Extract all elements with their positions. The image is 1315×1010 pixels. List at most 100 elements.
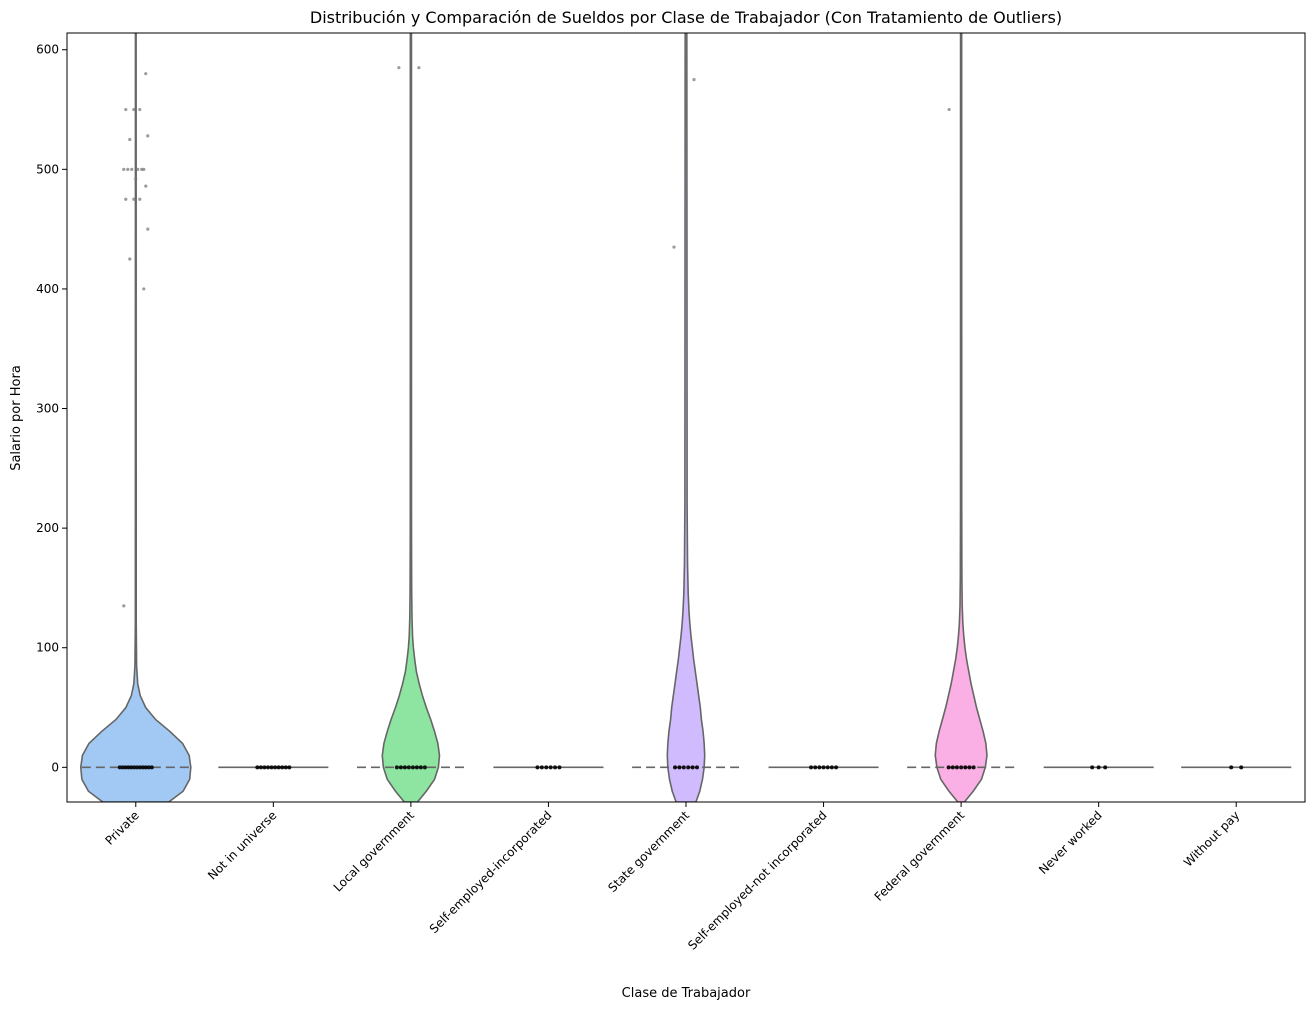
data-point [410, 765, 415, 770]
data-point [142, 287, 146, 291]
violin-federal-government [907, 33, 1016, 802]
data-point [135, 765, 140, 770]
data-point [971, 765, 976, 770]
data-point [535, 765, 540, 770]
y-tick-label: 500 [36, 162, 59, 176]
data-point [287, 765, 292, 770]
violin-body [934, 33, 988, 802]
data-point [273, 765, 278, 770]
data-point [128, 137, 132, 142]
data-point [825, 765, 830, 770]
x-tick-label: Self-employed-not incorporated [685, 808, 829, 952]
violin-self-employed-incorporated [493, 765, 604, 770]
data-point [124, 197, 128, 201]
data-point [266, 765, 270, 770]
violin-never-worked [1043, 765, 1154, 770]
data-point [950, 765, 955, 770]
data-point [1096, 765, 1101, 770]
data-point [141, 765, 146, 770]
data-point [146, 765, 151, 770]
data-point [144, 184, 148, 188]
violin-body [381, 33, 441, 802]
data-point [132, 765, 137, 770]
data-point [117, 765, 122, 770]
data-point [149, 765, 154, 770]
x-tick-label: Not in universe [205, 808, 279, 882]
data-point [821, 765, 826, 770]
data-point [954, 765, 959, 770]
data-point [122, 604, 126, 608]
violin-private [79, 33, 192, 802]
x-tick-label: Without pay [1181, 808, 1242, 869]
x-tick-label: Never worked [1036, 808, 1105, 877]
data-point [557, 765, 562, 770]
data-point [134, 177, 138, 181]
data-point [144, 72, 148, 76]
x-tick-label: Local government [331, 808, 418, 895]
y-tick-label: 0 [51, 760, 59, 774]
data-point [967, 765, 972, 770]
data-point [422, 765, 427, 770]
data-point [143, 765, 148, 770]
data-point [262, 765, 267, 770]
x-tick-label: Federal government [872, 808, 968, 904]
data-point [130, 167, 134, 171]
data-point [255, 765, 260, 770]
data-point [138, 107, 142, 112]
data-point [414, 765, 419, 770]
data-point [947, 107, 951, 112]
violin-self-employed-not-incorporated [768, 765, 879, 770]
data-point [276, 765, 281, 770]
data-point [553, 765, 558, 770]
y-tick-label: 400 [36, 282, 59, 296]
data-point [544, 765, 549, 770]
data-point [122, 167, 126, 171]
data-point [126, 167, 130, 171]
violin-local-government [356, 33, 465, 802]
data-point [1090, 765, 1095, 770]
data-point [418, 765, 423, 770]
data-point [539, 765, 544, 770]
data-point [132, 107, 136, 112]
data-point [817, 765, 822, 770]
data-point [813, 765, 818, 770]
data-point [280, 765, 285, 770]
chart-title: Distribución y Comparación de Sueldos po… [310, 8, 1062, 27]
data-point [394, 765, 399, 770]
x-axis: Private Not in universe Local government Se… [102, 802, 1242, 953]
data-point [146, 227, 150, 231]
data-point [695, 765, 699, 770]
data-point [129, 765, 134, 770]
data-point [829, 765, 834, 770]
data-point [690, 765, 695, 770]
data-point [269, 765, 274, 770]
data-point [124, 107, 128, 112]
data-point [834, 765, 839, 770]
violin-not-in-universe [218, 765, 329, 770]
data-point [963, 765, 968, 770]
plot-frame [66, 32, 1306, 803]
data-point [142, 167, 146, 171]
data-point [406, 765, 411, 770]
x-tick-label: Private [102, 808, 141, 847]
violin-body [666, 33, 706, 802]
data-point [681, 765, 686, 770]
data-point [692, 78, 696, 82]
data-point [686, 765, 691, 770]
data-point [123, 765, 128, 770]
data-point [672, 245, 676, 249]
y-axis: 0 100 200 300 400 500 600 [36, 43, 67, 774]
data-point [138, 197, 142, 201]
data-point [402, 765, 407, 770]
data-point [1229, 765, 1234, 770]
data-point [809, 765, 814, 770]
data-point [417, 66, 421, 70]
data-point [128, 257, 132, 261]
y-tick-label: 300 [36, 402, 59, 416]
data-point [258, 765, 263, 770]
x-axis-label: Clase de Trabajador [622, 986, 751, 1001]
data-point [397, 66, 401, 70]
data-point [283, 765, 288, 770]
data-point [1239, 765, 1244, 770]
data-point [132, 197, 136, 201]
